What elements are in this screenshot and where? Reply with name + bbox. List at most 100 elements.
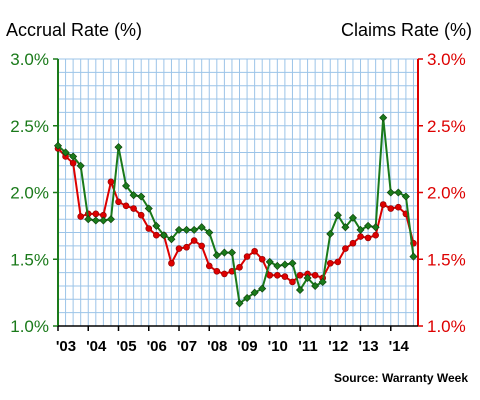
- claims-point: [122, 202, 130, 210]
- claims-point: [266, 271, 274, 279]
- x-tick-label: '07: [177, 338, 197, 355]
- claims-point: [364, 234, 372, 242]
- accrual-point: [348, 213, 357, 222]
- accrual-point: [174, 225, 184, 234]
- accrual-point: [212, 251, 221, 260]
- claims-point: [342, 245, 349, 252]
- accrual-point: [318, 277, 327, 286]
- x-tick-label: '11: [298, 338, 317, 355]
- claims-point: [221, 270, 228, 278]
- accrual-point: [190, 225, 199, 234]
- claims-point: [326, 259, 334, 267]
- claims-point: [281, 273, 289, 280]
- x-tick-label: '05: [116, 338, 136, 355]
- claims-tick-label: 3.0%: [427, 50, 466, 69]
- claims-point: [92, 210, 100, 218]
- accrual-point: [288, 259, 297, 268]
- accrual-point: [69, 152, 78, 161]
- accrual-point: [333, 211, 342, 220]
- claims-point: [372, 231, 379, 239]
- claims-point: [183, 243, 190, 251]
- accrual-point: [303, 273, 312, 282]
- accrual-point: [243, 293, 252, 302]
- accrual-point: [227, 248, 236, 257]
- accrual-tick-label: 2.5%: [10, 117, 49, 136]
- accrual-tick-label: 3.0%: [10, 50, 49, 69]
- accrual-point: [152, 221, 161, 230]
- claims-point: [357, 233, 364, 240]
- source-note: Source: Warranty Week: [334, 371, 468, 385]
- accrual-point: [53, 141, 63, 150]
- claims-point: [236, 263, 243, 271]
- accrual-point: [137, 192, 146, 201]
- claims-point: [115, 198, 122, 206]
- accrual-point: [220, 248, 229, 257]
- claims-tick-label: 1.0%: [427, 317, 466, 336]
- claims-point: [289, 278, 296, 286]
- x-tick-label: '06: [147, 338, 167, 355]
- x-tick-label: '13: [358, 338, 378, 355]
- accrual-point: [356, 225, 365, 234]
- accrual-point: [167, 235, 176, 244]
- accrual-point: [129, 191, 138, 200]
- claims-point: [387, 205, 395, 212]
- accrual-point: [235, 299, 244, 308]
- claims-tick-label: 1.5%: [427, 250, 466, 269]
- accrual-point: [84, 215, 93, 224]
- claims-point: [334, 258, 342, 266]
- accrual-point: [91, 216, 100, 225]
- claims-point: [213, 267, 221, 275]
- claims-point: [168, 259, 175, 267]
- claims-tick-label: 2.5%: [427, 117, 466, 136]
- accrual-point: [364, 221, 373, 230]
- claims-point: [107, 178, 115, 186]
- accrual-tick-label: 2.0%: [10, 184, 49, 203]
- claims-point: [153, 231, 160, 239]
- claims-point: [349, 239, 357, 247]
- accrual-tick-label: 1.0%: [10, 317, 49, 336]
- accrual-point: [182, 225, 191, 234]
- accrual-point: [258, 284, 267, 293]
- claims-point: [296, 271, 304, 279]
- claims-point: [379, 201, 387, 208]
- accrual-point: [144, 204, 153, 213]
- claims-point: [69, 159, 77, 167]
- accrual-point: [326, 229, 335, 238]
- claims-point: [311, 271, 319, 279]
- accrual-point: [280, 260, 289, 269]
- claims-point: [395, 203, 402, 211]
- claims-tick-label: 2.0%: [427, 184, 466, 203]
- claims-point: [205, 262, 213, 270]
- accrual-point: [99, 216, 108, 225]
- accrual-point: [386, 188, 395, 197]
- claims-point: [145, 225, 153, 232]
- accrual-point: [250, 288, 259, 297]
- x-tick-label: '08: [207, 338, 227, 355]
- accrual-point: [106, 215, 115, 224]
- accrual-point: [311, 281, 320, 290]
- accrual-axis-title: Accrual Rate (%): [6, 20, 142, 40]
- accrual-point: [197, 223, 206, 232]
- claims-point: [243, 253, 251, 260]
- accrual-point: [205, 228, 214, 237]
- accrual-point: [122, 181, 131, 190]
- claims-point: [251, 247, 258, 255]
- x-tick-label: '10: [268, 338, 288, 355]
- claims-point: [198, 242, 205, 250]
- claims-point: [274, 271, 281, 279]
- x-tick-label: '12: [328, 338, 348, 355]
- x-tick-label: '03: [56, 338, 76, 355]
- claims-point: [190, 237, 198, 244]
- accrual-point: [394, 188, 403, 197]
- claims-point: [258, 255, 266, 263]
- claims-point: [137, 211, 145, 219]
- accrual-point: [76, 161, 85, 170]
- accrual-point: [295, 285, 305, 294]
- claims-point: [175, 245, 183, 252]
- x-tick-label: '04: [86, 338, 107, 355]
- accrual-point: [61, 148, 70, 157]
- claims-point: [130, 205, 137, 212]
- x-tick-label: '09: [237, 338, 257, 355]
- accrual-point: [401, 192, 410, 201]
